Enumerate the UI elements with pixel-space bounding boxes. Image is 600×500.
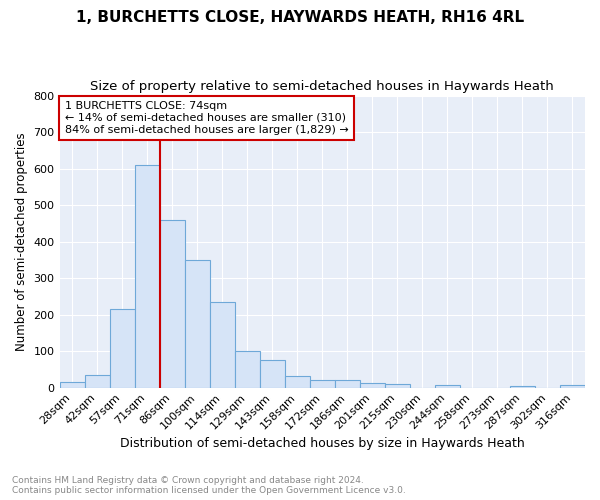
- Bar: [560, 385, 585, 388]
- Bar: [310, 380, 335, 388]
- Bar: [160, 220, 185, 388]
- Bar: [59, 382, 85, 388]
- Bar: [260, 360, 285, 388]
- Bar: [435, 384, 460, 388]
- Bar: [85, 375, 110, 388]
- Text: Contains HM Land Registry data © Crown copyright and database right 2024.
Contai: Contains HM Land Registry data © Crown c…: [12, 476, 406, 495]
- X-axis label: Distribution of semi-detached houses by size in Haywards Heath: Distribution of semi-detached houses by …: [120, 437, 524, 450]
- Title: Size of property relative to semi-detached houses in Haywards Heath: Size of property relative to semi-detach…: [91, 80, 554, 93]
- Bar: [209, 302, 235, 388]
- Bar: [360, 383, 385, 388]
- Bar: [335, 380, 360, 388]
- Bar: [385, 384, 410, 388]
- Bar: [285, 376, 310, 388]
- Text: 1 BURCHETTS CLOSE: 74sqm
← 14% of semi-detached houses are smaller (310)
84% of : 1 BURCHETTS CLOSE: 74sqm ← 14% of semi-d…: [65, 102, 349, 134]
- Bar: [110, 309, 134, 388]
- Bar: [185, 260, 209, 388]
- Bar: [134, 165, 160, 388]
- Bar: [235, 351, 260, 388]
- Bar: [510, 386, 535, 388]
- Y-axis label: Number of semi-detached properties: Number of semi-detached properties: [15, 132, 28, 351]
- Text: 1, BURCHETTS CLOSE, HAYWARDS HEATH, RH16 4RL: 1, BURCHETTS CLOSE, HAYWARDS HEATH, RH16…: [76, 10, 524, 25]
